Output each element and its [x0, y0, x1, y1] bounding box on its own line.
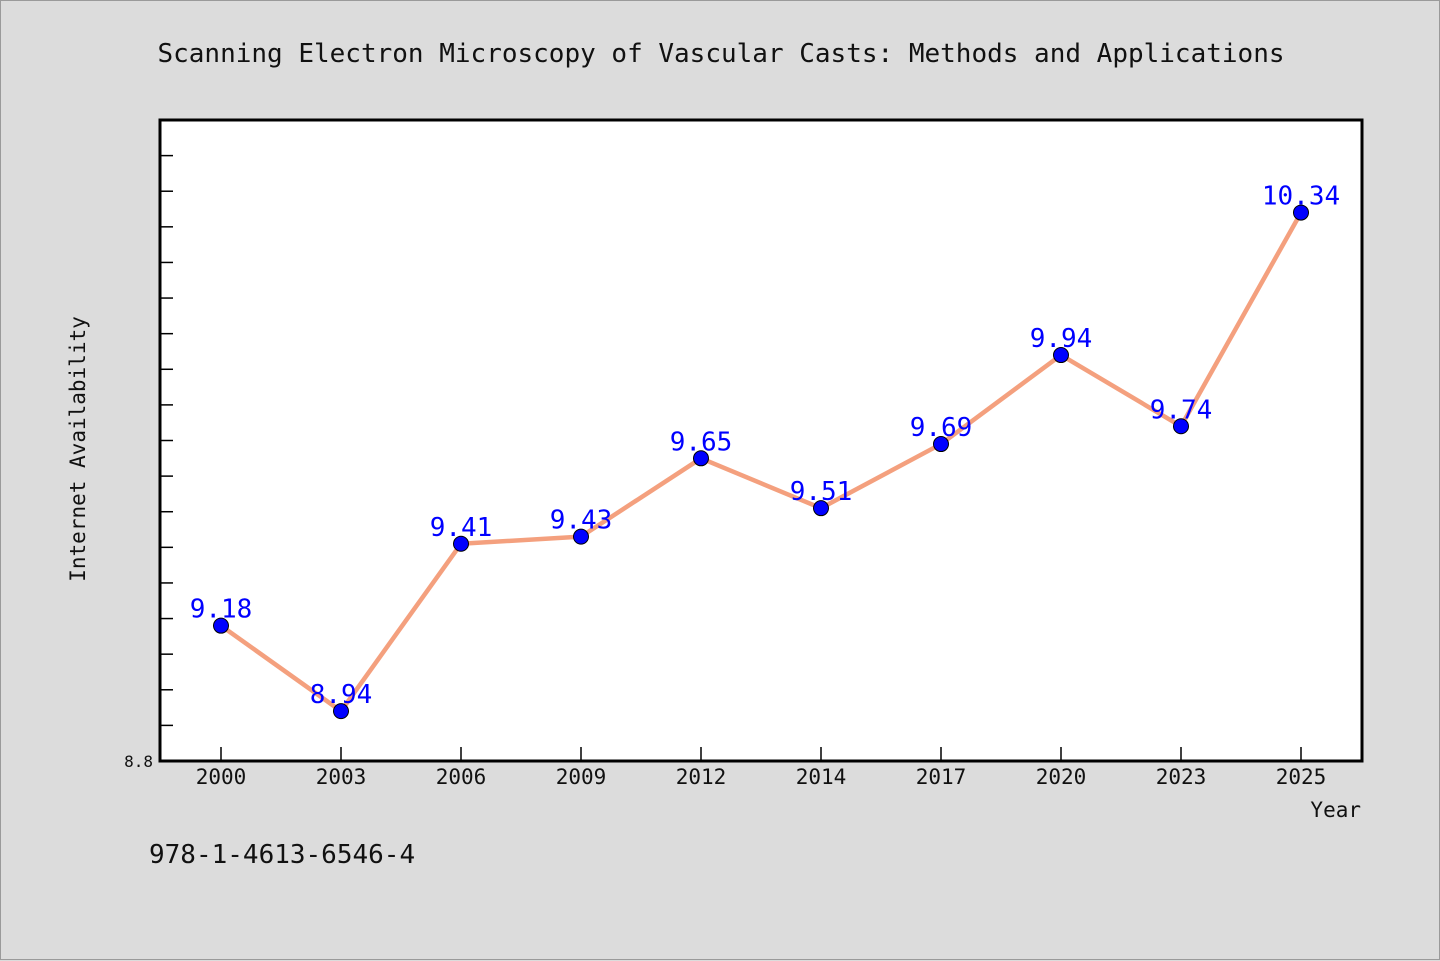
series-line: [218, 210, 1304, 714]
data-label: 9.43: [550, 506, 613, 536]
data-point[interactable]: [453, 535, 469, 552]
chart-title: Scanning Electron Microscopy of Vascular…: [157, 39, 1284, 69]
data-label: 8.94: [310, 680, 373, 710]
footnote-isbn: 978-1-4613-6546-4: [149, 840, 415, 870]
data-point[interactable]: [813, 500, 829, 517]
data-label: 9.69: [910, 413, 973, 443]
data-label: 9.94: [1030, 324, 1093, 354]
y-tick-label: 8.8: [124, 752, 153, 771]
data-point[interactable]: [1173, 418, 1189, 435]
data-point[interactable]: [573, 528, 589, 545]
x-tick-label: 2012: [676, 765, 727, 789]
data-point[interactable]: [213, 617, 229, 634]
x-tick-label: 2017: [916, 765, 967, 789]
data-point[interactable]: [1053, 347, 1069, 364]
data-label: 9.74: [1150, 395, 1213, 425]
x-tick-label: 2003: [316, 765, 367, 789]
data-label: 9.18: [190, 595, 253, 625]
x-tick-label: 2014: [796, 765, 847, 789]
x-tick-label: 2020: [1036, 765, 1087, 789]
x-tick-label: 2023: [1156, 765, 1207, 789]
data-label: 9.51: [790, 477, 853, 507]
y-axis-label: Internet Availability: [66, 316, 90, 582]
data-label: 10.34: [1262, 182, 1340, 212]
data-point[interactable]: [333, 703, 349, 720]
x-tick-label: 2009: [556, 765, 607, 789]
data-label: 9.65: [670, 427, 733, 457]
x-tick-label: 2006: [436, 765, 487, 789]
y-axis-ticks: [159, 154, 173, 762]
x-axis-label: Year: [1310, 798, 1361, 822]
data-point[interactable]: [693, 450, 709, 467]
x-axis-ticks: 2000 2003 2006 2009 2012 2014 2017 2020 2023 2025: [196, 747, 1327, 789]
x-tick-label: 2000: [196, 765, 247, 789]
data-point[interactable]: [933, 436, 949, 453]
series-group: 9.18 8.94 9.41 9.43 9.65 9.51 9.69 9.94 9.74 10.3…: [190, 182, 1340, 720]
plot-area: [158, 118, 1364, 763]
x-tick-label: 2025: [1276, 765, 1327, 789]
data-label: 9.41: [430, 513, 493, 543]
data-point[interactable]: [1293, 204, 1309, 221]
